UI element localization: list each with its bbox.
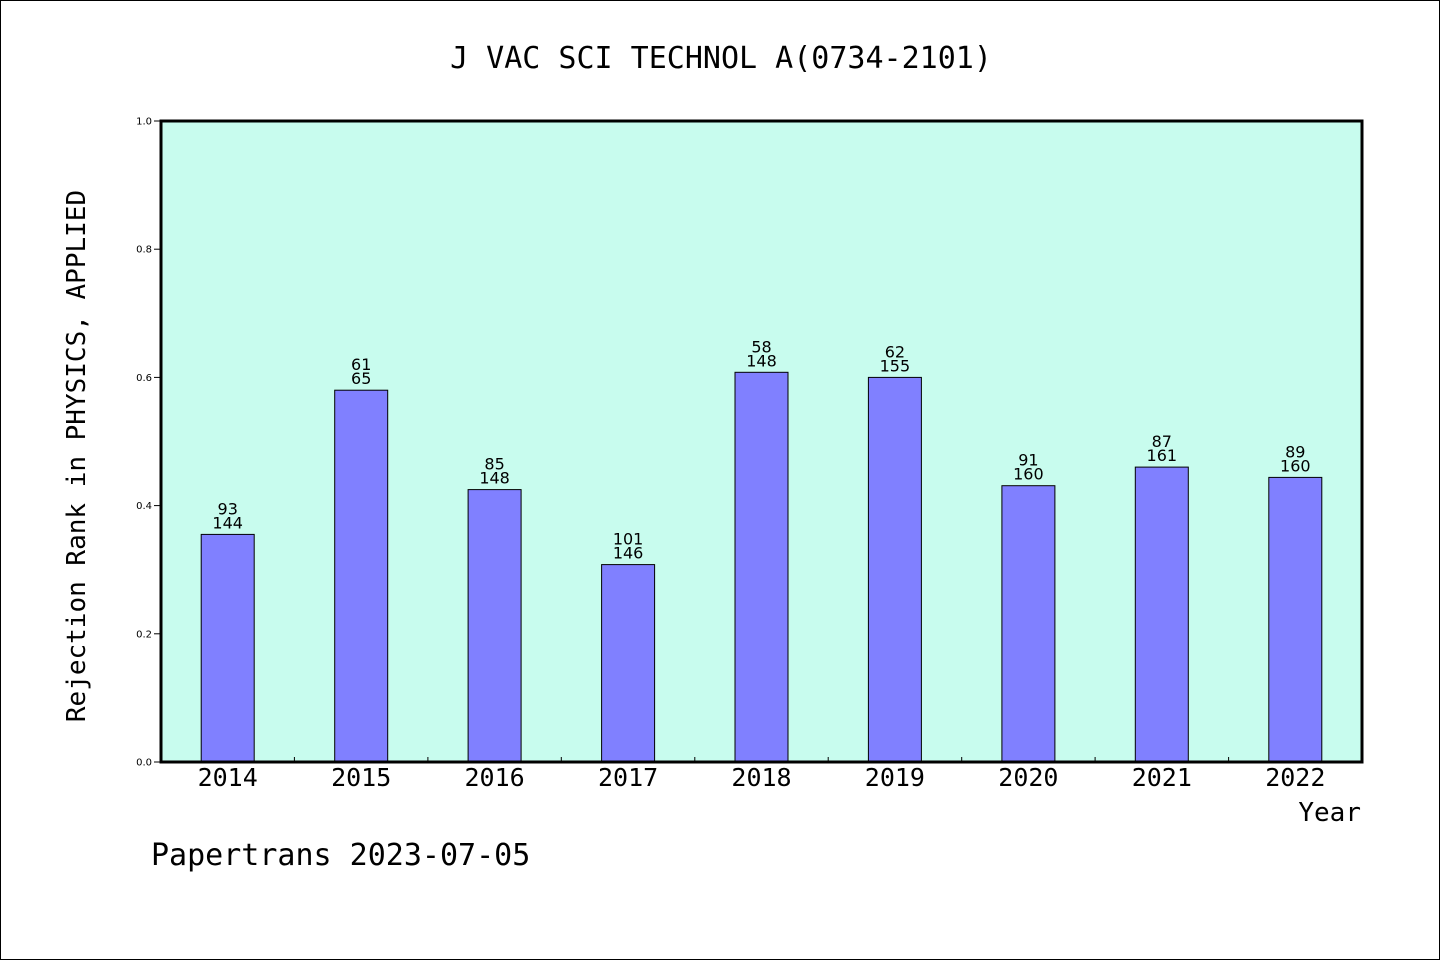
- y-tick-label: 0.4: [136, 501, 152, 512]
- bar-2016: [467, 489, 522, 763]
- x-tick-label-2022: 2022: [1265, 763, 1325, 792]
- bar-2022: [1268, 476, 1323, 763]
- bar-label-bottom-2021: 161: [1147, 446, 1178, 465]
- bars-group: [200, 371, 1323, 763]
- bar-2017: [601, 564, 656, 763]
- bar-label-bottom-2017: 146: [613, 544, 644, 563]
- bar-label-top-2021: 87: [1152, 432, 1172, 451]
- bar-2020: [1001, 485, 1056, 763]
- x-tick-label-2020: 2020: [998, 763, 1058, 792]
- bar-label-top-2018: 58: [751, 337, 771, 356]
- y-tick-label: 0.2: [136, 629, 152, 640]
- y-tick-label: 0.6: [136, 373, 152, 384]
- x-tick-label-2021: 2021: [1132, 763, 1192, 792]
- y-tick-label: 1.0: [136, 117, 152, 128]
- y-tick-label: 0.0: [136, 758, 152, 769]
- bar-label-top-2019: 62: [885, 342, 905, 361]
- bar-label-top-2022: 89: [1285, 442, 1305, 461]
- bar-2019: [867, 376, 922, 763]
- bar-label-bottom-2015: 65: [351, 369, 371, 388]
- bar-label-top-2020: 91: [1018, 451, 1038, 470]
- y-axis: 0.0 0.2 0.4 0.6 0.8 1.0: [136, 117, 161, 769]
- x-axis-label: Year: [1298, 798, 1361, 828]
- bar-label-bottom-2022: 160: [1280, 456, 1311, 475]
- x-tick-label-2015: 2015: [331, 763, 391, 792]
- bar-label-bottom-2019: 155: [880, 356, 911, 375]
- bar-2021: [1134, 466, 1189, 763]
- y-axis-label: Rejection Rank in PHYSICS, APPLIED: [62, 190, 92, 722]
- plot-border: [159, 119, 1364, 764]
- x-tick-label-2017: 2017: [598, 763, 658, 792]
- bar-label-bottom-2018: 148: [746, 351, 777, 370]
- y-tick-label: 0.8: [136, 245, 152, 256]
- bar-label-bottom-2020: 160: [1013, 465, 1044, 484]
- footer-text: Papertrans 2023-07-05: [151, 838, 530, 873]
- x-tick-label-2014: 2014: [198, 763, 258, 792]
- x-tick-label-2016: 2016: [464, 763, 524, 792]
- bar-label-top-2016: 85: [484, 455, 504, 474]
- chart-title: J VAC SCI TECHNOL A(0734-2101): [450, 41, 992, 76]
- x-axis: 2014 2015 2016 2017 2018 2019 2020 2021 2022: [198, 757, 1325, 792]
- bar-label-bottom-2014: 144: [212, 513, 243, 532]
- bar-label-top-2015: 61: [351, 355, 371, 374]
- bar-label-top-2017: 101: [613, 530, 644, 549]
- x-tick-label-2018: 2018: [731, 763, 791, 792]
- bar-label-top-2014: 93: [218, 499, 238, 518]
- x-tick-label-2019: 2019: [865, 763, 925, 792]
- bar-2014: [200, 533, 255, 763]
- bar-label-bottom-2016: 148: [479, 469, 510, 488]
- bar-2018: [734, 371, 789, 763]
- bar-2015: [334, 389, 389, 763]
